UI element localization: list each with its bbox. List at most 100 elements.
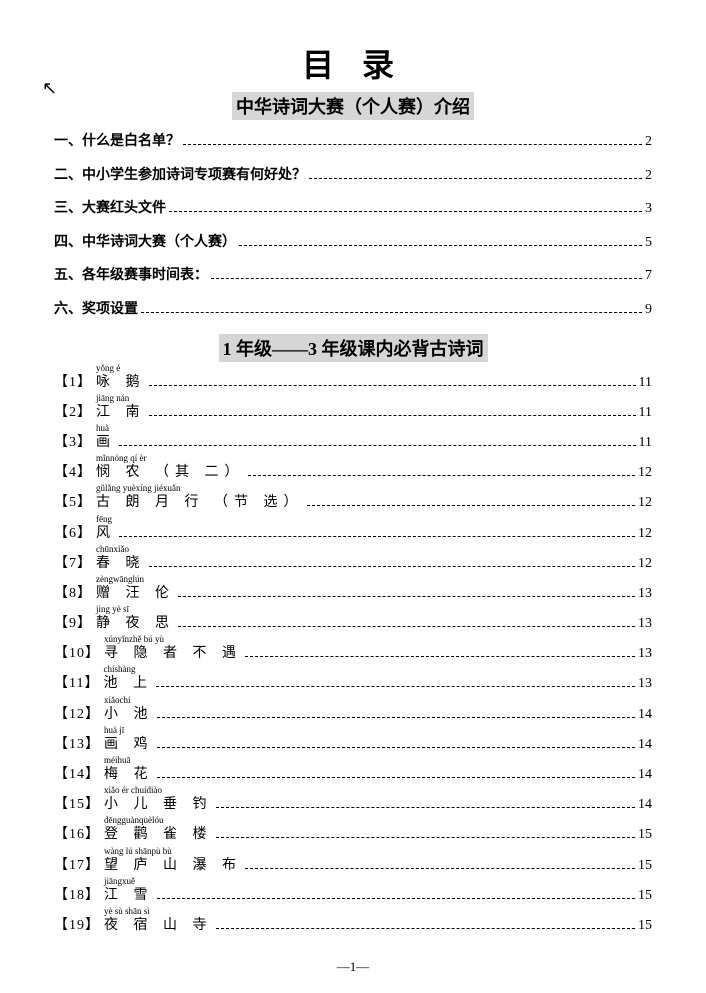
toc-poem-row: 【4】mǐnnóng qí èr悯 农 （其 二）12 <box>54 464 652 482</box>
toc-poem-index: 【17】 <box>54 857 100 875</box>
toc-poem-row: 【16】dēngguànquèlóu登 鹳 雀 楼15 <box>54 826 652 844</box>
toc-leader-dots <box>149 566 636 567</box>
toc-poem-row: 【3】huà画11 <box>54 434 652 452</box>
toc-poem-page: 11 <box>639 374 652 392</box>
toc-poem-page: 15 <box>638 826 652 844</box>
toc-leader-dots <box>178 596 635 597</box>
toc-poem-row: 【17】wàng lú shānpù bù望 庐 山 瀑 布15 <box>54 857 652 875</box>
toc-poem-page: 13 <box>638 645 652 663</box>
toc-leader-dots <box>309 178 642 179</box>
toc-poem-row: 【1】yǒng é咏 鹅11 <box>54 374 652 392</box>
toc-poem-index: 【9】 <box>54 615 92 633</box>
toc-poem-page: 13 <box>638 675 652 693</box>
toc-poem-title-wrap: huà jī画 鸡 <box>104 736 154 754</box>
toc-poem-index: 【11】 <box>54 675 99 693</box>
toc-section-label: 二、中小学生参加诗词专项赛有何好处？ <box>54 166 306 186</box>
toc-sections: 一、什么是白名单？2二、中小学生参加诗词专项赛有何好处？2三、大赛红头文件3四、… <box>54 132 652 320</box>
toc-poem-row: 【18】jiāngxuě江 雪15 <box>54 887 652 905</box>
toc-poem-title: 风 <box>96 526 116 541</box>
toc-poem-pinyin: méihuā <box>104 755 131 767</box>
toc-poem-row: 【2】jiāng nán江 南11 <box>54 404 652 422</box>
toc-leader-dots <box>157 717 636 718</box>
toc-poem-index: 【16】 <box>54 826 100 844</box>
toc-poem-row: 【12】xiǎochí小 池14 <box>54 706 652 724</box>
toc-leader-dots <box>239 245 642 246</box>
toc-leader-dots <box>245 868 635 869</box>
toc-poem-pinyin: chūnxiǎo <box>96 544 129 556</box>
toc-section-label: 一、什么是白名单？ <box>54 132 180 152</box>
toc-poem-index: 【4】 <box>54 464 92 482</box>
toc-leader-dots <box>216 807 636 808</box>
toc-poem-index: 【1】 <box>54 374 92 392</box>
toc-poem-page: 12 <box>638 555 652 573</box>
toc-section-row: 一、什么是白名单？ 2 <box>54 132 652 152</box>
toc-poem-index: 【10】 <box>54 645 100 663</box>
toc-poem-title-wrap: gǔlǎng yuèxíng jiéxuǎn古 朗 月 行 （节 选） <box>96 494 304 512</box>
toc-leader-dots <box>157 777 636 778</box>
toc-poem-page: 13 <box>638 585 652 603</box>
toc-leader-dots <box>149 415 636 416</box>
toc-leader-dots <box>245 656 635 657</box>
toc-poem-row: 【19】yè sù shān sì夜 宿 山 寺15 <box>54 917 652 935</box>
toc-poem-pinyin: jiāngxuě <box>104 876 135 888</box>
toc-poem-title-wrap: xúnyǐnzhě bú yù寻 隐 者 不 遇 <box>104 645 242 663</box>
toc-section-row: 二、中小学生参加诗词专项赛有何好处？2 <box>54 166 652 186</box>
toc-poem-page: 15 <box>638 887 652 905</box>
toc-poem-index: 【19】 <box>54 917 100 935</box>
toc-poem-title: 夜 宿 山 寺 <box>104 918 213 933</box>
toc-leader-dots <box>119 445 636 446</box>
toc-poem-title-wrap: mǐnnóng qí èr悯 农 （其 二） <box>96 464 245 482</box>
toc-poem-title-wrap: jiāngxuě江 雪 <box>104 887 154 905</box>
toc-section-label: 五、各年级赛事时间表： <box>54 266 208 286</box>
subtitle-1: 中华诗词大赛（个人赛）介绍 <box>232 92 474 120</box>
subtitle-2-row: 1 年级——3 年级课内必背古诗词 <box>54 334 652 362</box>
toc-section-page: 7 <box>645 266 652 286</box>
toc-poem-index: 【15】 <box>54 796 100 814</box>
toc-poem-pinyin: fēng <box>96 514 112 526</box>
toc-poem-row: 【15】xiǎo ér chuídiào小 儿 垂 钓 14 <box>54 796 652 814</box>
toc-poem-title: 春 晓 <box>96 556 146 571</box>
toc-poem-title-wrap: xiǎo ér chuídiào小 儿 垂 钓 <box>104 796 213 814</box>
toc-poem-page: 13 <box>638 615 652 633</box>
toc-poem-title-wrap: wàng lú shānpù bù望 庐 山 瀑 布 <box>104 857 242 875</box>
toc-poem-title: 悯 农 （其 二） <box>96 465 245 480</box>
toc-leader-dots <box>149 385 636 386</box>
toc-poem-title: 登 鹳 雀 楼 <box>104 827 213 842</box>
toc-poem-title-wrap: jiāng nán江 南 <box>96 404 146 422</box>
toc-poem-title-wrap: méihuā梅 花 <box>104 766 154 784</box>
toc-poem-row: 【11】chíshàng池 上 13 <box>54 675 652 693</box>
toc-section-page: 2 <box>645 132 652 152</box>
toc-poem-row: 【14】méihuā梅 花14 <box>54 766 652 784</box>
toc-leader-dots <box>156 686 635 687</box>
toc-poem-page: 12 <box>638 525 652 543</box>
toc-poem-pinyin: huà <box>96 423 109 435</box>
toc-poem-pinyin: yǒng é <box>96 363 120 375</box>
toc-leader-dots <box>119 536 635 537</box>
toc-leader-dots <box>216 928 636 929</box>
toc-poem-title: 池 上 <box>103 676 153 691</box>
toc-poem-page: 11 <box>639 404 652 422</box>
toc-poem-page: 14 <box>638 706 652 724</box>
toc-poem-page: 14 <box>638 796 652 814</box>
toc-poem-index: 【7】 <box>54 555 92 573</box>
toc-poem-pinyin: jìng yè sī <box>96 604 129 616</box>
toc-poem-title: 静 夜 思 <box>96 616 175 631</box>
toc-leader-dots <box>307 505 636 506</box>
toc-poems: 【1】yǒng é咏 鹅11【2】jiāng nán江 南11【3】huà画11… <box>54 374 652 936</box>
page-number: —1— <box>0 959 706 975</box>
toc-leader-dots <box>141 312 642 313</box>
toc-poem-index: 【13】 <box>54 736 100 754</box>
toc-poem-title-wrap: chíshàng池 上 <box>103 675 153 693</box>
toc-poem-index: 【8】 <box>54 585 92 603</box>
toc-poem-row: 【5】gǔlǎng yuèxíng jiéxuǎn古 朗 月 行 （节 选）12 <box>54 494 652 512</box>
toc-poem-title: 画 <box>96 435 116 450</box>
toc-poem-pinyin: gǔlǎng yuèxíng jiéxuǎn <box>96 483 180 495</box>
toc-poem-title: 赠 汪 伦 <box>96 586 175 601</box>
toc-poem-title: 咏 鹅 <box>96 375 146 390</box>
toc-poem-title: 梅 花 <box>104 767 154 782</box>
toc-section-label: 四、中华诗词大赛（个人赛） <box>54 233 236 253</box>
subtitle-1-row: 中华诗词大赛（个人赛）介绍 <box>54 92 652 120</box>
toc-poem-pinyin: jiāng nán <box>96 393 129 405</box>
toc-poem-title: 江 雪 <box>104 888 154 903</box>
subtitle-2: 1 年级——3 年级课内必背古诗词 <box>219 334 488 362</box>
